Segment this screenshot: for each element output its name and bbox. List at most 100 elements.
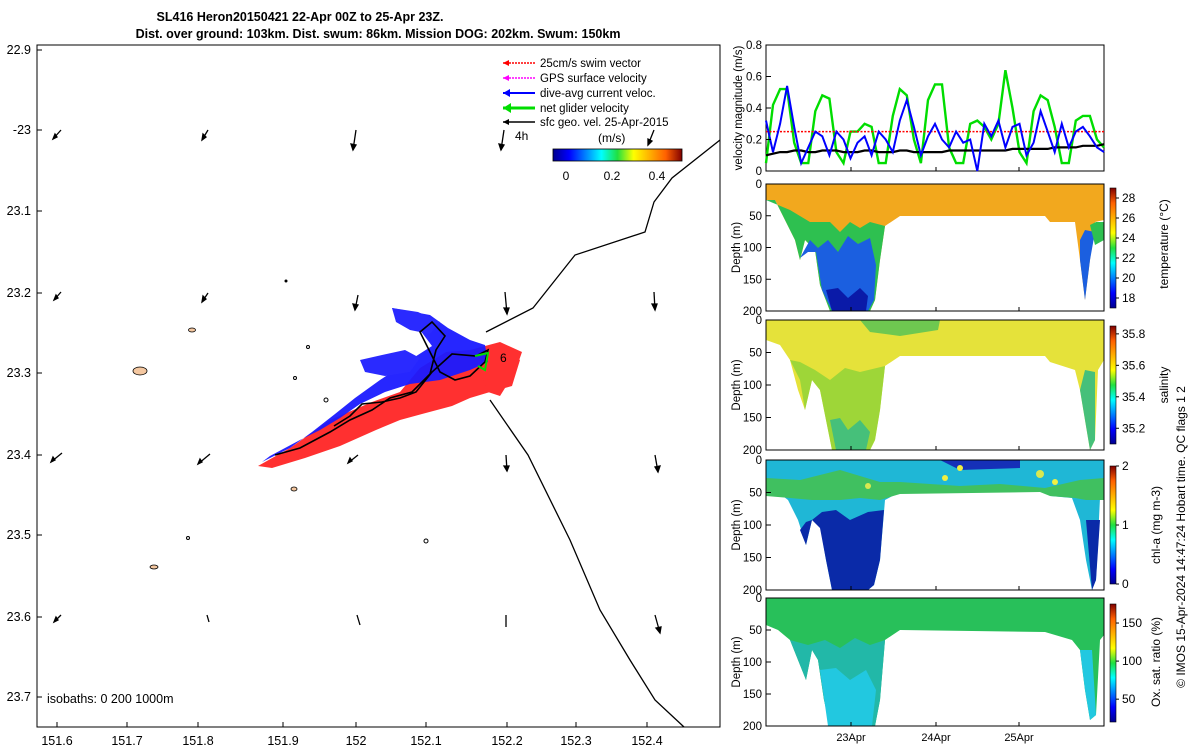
map-x-tick-label: 152.4 [631, 734, 662, 748]
colorbar-tick: 0.4 [649, 169, 666, 183]
section-y-tick-label: 150 [743, 413, 762, 425]
isobaths-note: isobaths: 0 200 1000m [47, 692, 173, 706]
map-y-tick-label: 23.6 [7, 610, 31, 624]
velocity-y-tick-label: 0.2 [746, 135, 762, 147]
geo-arrow-head [502, 307, 510, 316]
section-y-tick-label: 50 [749, 348, 762, 360]
geo-velocity-arrows [49, 129, 662, 635]
geo-arrow [356, 614, 361, 626]
salinity-panel [765, 319, 1105, 451]
velocity-y-tick-label: 0 [756, 166, 762, 178]
velocity-panel: 0 0.2 0.4 0.6 0.8 velocity magnitude (m/s) [733, 40, 1105, 178]
map-y-tick-label: -23 [13, 123, 31, 137]
map-y-tick-label: 23.5 [7, 528, 31, 542]
chla-patch [1036, 470, 1044, 478]
map-panel: 6 25cm/s swim [7, 43, 721, 748]
colorbar-ticks: 18 20 22 24 26 28 35.2 35.4 35.6 35.8 0 1 2 50 100 150 [1116, 191, 1146, 706]
geo-arrow-head [352, 303, 360, 312]
reef-dot [284, 279, 288, 283]
title-line1: SL416 Heron20150421 22-Apr 00Z to 25-Apr… [157, 10, 444, 24]
legend-swim-arrow-icon [503, 60, 509, 66]
colorbar-tick-label: 22 [1122, 251, 1136, 265]
current-velocity-swath [262, 308, 488, 462]
glider-track [274, 320, 490, 456]
colorbar-tick-label: 35.6 [1122, 358, 1146, 372]
imos-footer-note: © IMOS 15-Apr-2024 14:47:24 Hobart time.… [1174, 386, 1188, 688]
salinity-colorbar [1109, 325, 1117, 445]
colorbar-tick-label: 2 [1122, 459, 1129, 473]
geo-arrow-head [52, 293, 59, 302]
legend-gps: GPS surface velocity [540, 73, 647, 85]
geo-arrow-head [201, 132, 207, 142]
oxygen-colorbar-label: Ox. sat. ratio (%) [1149, 617, 1163, 707]
chla-patch [1052, 479, 1058, 485]
section-ylabel: Depth (m) [731, 222, 743, 273]
legend-gps-arrow-icon [503, 75, 509, 81]
legend-geo-arrow-icon [503, 119, 509, 125]
colorbar-unit: (m/s) [598, 131, 625, 145]
map-y-tick-label: 23.7 [7, 690, 31, 704]
chla-patch [865, 483, 871, 489]
map-x-tick-label: 151.6 [41, 734, 72, 748]
geo-arrow-head [650, 303, 658, 312]
date-x-tick-label: 24Apr [921, 732, 951, 744]
section-y-tick-label: 150 [743, 274, 762, 286]
velocity-ylabel: velocity magnitude (m/s) [733, 46, 745, 171]
section-y-tick-label: 0 [756, 455, 762, 467]
legend-net-arrow-icon [503, 103, 511, 113]
legend-current: dive-avg current veloc. [540, 88, 656, 100]
right-panels: 0 0.2 0.4 0.6 0.8 velocity magnitude (m/s) [731, 40, 1188, 744]
colorbar-tick-label: 24 [1122, 231, 1136, 245]
net-velocity-marker [474, 351, 490, 372]
geo-arrow-head [196, 457, 203, 466]
colorbar-tick: 0.2 [604, 169, 621, 183]
section-y-tick-label: 50 [749, 211, 762, 223]
section-ylabel: Depth (m) [731, 499, 743, 550]
geo-arrow-head [653, 465, 661, 474]
section-ylabel: Depth (m) [731, 359, 743, 410]
section-y-tick-label: 0 [756, 315, 762, 327]
date-x-tick-label: 23Apr [836, 732, 866, 744]
chla-colorbar [1109, 465, 1117, 585]
colorbar-tick: 0 [563, 169, 570, 183]
velocity-series-line [765, 85, 1105, 172]
geo-arrow-head [52, 615, 59, 624]
legend-geo: sfc geo. vel. 25-Apr-2015 [540, 117, 669, 129]
section-axes: 0 50 100 150 200 Depth (m) 0 50 100 150 200 Depth (… [731, 167, 1034, 744]
map-y-tick-label: 22.9 [7, 43, 31, 57]
geo-arrow-head [201, 294, 207, 304]
section-y-tick-label: 150 [743, 553, 762, 565]
salinity-colorbar-label: salinity [1157, 367, 1171, 404]
isobath-south [489, 399, 685, 728]
section-y-tick-label: 100 [743, 520, 762, 532]
reef-dot [423, 538, 429, 544]
velocity-y-tick-label: 0.6 [746, 72, 762, 84]
section-y-tick-label: 0 [756, 179, 762, 191]
legend-current-arrow-icon [503, 89, 510, 97]
colorbar-tick-label: 35.4 [1122, 390, 1146, 404]
map-y-tick-label: 23.1 [7, 204, 31, 218]
velocity-series-line [764, 69, 1105, 167]
chla-patch [957, 465, 963, 471]
oxygen-section [766, 598, 1104, 726]
date-x-tick-label: 25Apr [1004, 732, 1034, 744]
colorbar-tick-label: 100 [1122, 654, 1142, 668]
geo-arrow-head [346, 456, 353, 465]
six-marker: 6 [500, 351, 507, 365]
geo-arrow-head [49, 455, 56, 464]
geo-arrow-head [502, 465, 510, 473]
map-x-tick-label: 152.3 [560, 734, 591, 748]
map-y-axis: 22.9 -23 23.1 23.2 23.3 23.4 23.5 23.6 23.7 [7, 43, 42, 704]
colorbar-tick-label: 50 [1122, 692, 1136, 706]
reef-island [149, 564, 159, 570]
temperature-section [766, 184, 1104, 311]
reef-dot [323, 397, 329, 403]
salinity-section [766, 320, 1104, 450]
reef-dot [186, 536, 190, 540]
legend-net: net glider velocity [540, 103, 629, 115]
map-y-tick-label: 23.3 [7, 366, 31, 380]
section-y-tick-label: 200 [743, 721, 762, 733]
section-y-tick-label: 100 [743, 380, 762, 392]
chla-patch [942, 475, 948, 481]
